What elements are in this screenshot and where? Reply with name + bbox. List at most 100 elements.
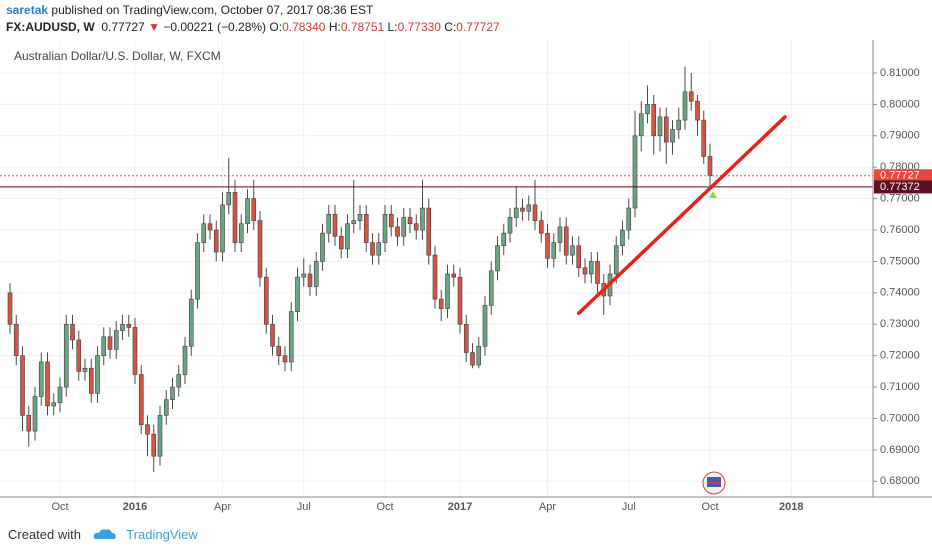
- candle-body: [482, 305, 488, 347]
- candle-body: [632, 135, 638, 209]
- candle-body: [445, 273, 450, 309]
- candle-body: [495, 245, 500, 272]
- candle-body: [163, 399, 169, 416]
- candle-body: [613, 245, 619, 275]
- candle-body: [138, 374, 144, 426]
- logo: [93, 529, 116, 539]
- field-label: O:: [269, 20, 283, 34]
- candle-body: [501, 232, 507, 247]
- candle-body: [620, 229, 625, 247]
- candle-body: [176, 374, 182, 388]
- candle-body: [107, 336, 113, 350]
- candle-body: [476, 345, 482, 366]
- candle-body: [363, 214, 369, 243]
- candle-body: [388, 214, 394, 228]
- candle-body: [682, 91, 688, 121]
- y-tick-label: 0.80000: [880, 98, 920, 110]
- quote-line: FX:AUDUSD, W 0.77727 ▼ −0.00221 (−0.28%)…: [6, 19, 500, 36]
- candle-body: [582, 267, 588, 275]
- x-tick-label: Oct: [51, 501, 68, 513]
- y-tick-label: 0.76000: [880, 224, 920, 236]
- chart-bg: [0, 40, 932, 518]
- chart-title: Australian Dollar/U.S. Dollar, W, FXCM: [14, 49, 221, 63]
- candle-body: [195, 242, 200, 300]
- candle-body: [570, 245, 575, 256]
- candle-body: [120, 323, 125, 331]
- candle-body: [426, 207, 432, 256]
- field-value: 0.78340: [282, 20, 326, 34]
- candle-body: [95, 355, 100, 394]
- y-tick-label: 0.72000: [880, 350, 920, 362]
- x-tick-label: Oct: [701, 501, 718, 513]
- y-tick-label: 0.79000: [880, 130, 920, 142]
- candle-body: [420, 207, 425, 231]
- candle-body: [170, 386, 175, 400]
- candle-body: [451, 273, 457, 278]
- candle-body: [63, 323, 69, 388]
- symbol: FX:AUDUSD, W: [6, 20, 95, 34]
- candle-body: [26, 415, 32, 432]
- published: published on TradingView.com, October 07…: [51, 3, 374, 17]
- candle-body: [188, 298, 194, 347]
- x-tick-label: 2016: [123, 501, 147, 513]
- candle-body: [213, 229, 219, 253]
- candle-body: [557, 226, 563, 243]
- candle-body: [563, 226, 569, 256]
- candle-body: [88, 367, 94, 394]
- candle-body: [401, 217, 407, 237]
- y-tick-label: 0.73000: [880, 318, 920, 330]
- candle-body: [13, 323, 19, 356]
- x-tick-label: Jul: [297, 501, 311, 513]
- candle-body: [432, 254, 438, 300]
- candle-body: [145, 424, 150, 435]
- y-tick-label: 0.69000: [880, 444, 920, 456]
- x-tick-label: 2018: [779, 501, 803, 513]
- candle-body: [463, 323, 469, 353]
- candle-body: [345, 223, 350, 250]
- trend-line: [577, 115, 787, 316]
- candle-body: [207, 223, 213, 231]
- author: saretak: [6, 3, 49, 17]
- candle-body: [20, 355, 25, 416]
- candle-body: [707, 156, 713, 177]
- candle-body: [513, 207, 519, 218]
- candle-body: [270, 323, 275, 347]
- price-label: 0.77372: [880, 181, 920, 193]
- candle-body: [526, 204, 532, 212]
- field-label: L:: [387, 20, 398, 34]
- candle-body: [282, 355, 288, 363]
- signal-marker: [709, 191, 717, 198]
- candle-body: [651, 104, 657, 137]
- candle-body: [626, 207, 632, 231]
- candle-body: [688, 91, 694, 102]
- candle-body: [113, 330, 119, 350]
- price-label: 0.77727: [880, 170, 920, 182]
- candle-body: [576, 245, 582, 269]
- candle-body: [470, 352, 475, 366]
- candle-body: [263, 276, 269, 325]
- y-tick-label: 0.71000: [880, 381, 920, 393]
- candle-body: [313, 261, 319, 287]
- candle-body: [182, 345, 188, 375]
- candle-body: [588, 261, 594, 275]
- legend-bg: [6, 48, 246, 66]
- candle-body: [663, 116, 669, 143]
- candle-body: [657, 116, 663, 137]
- candle-body: [532, 204, 538, 221]
- candle-body: [670, 129, 675, 143]
- candle-body: [32, 396, 38, 432]
- candle-body: [132, 327, 138, 375]
- header: saretak published on TradingView.com, Oc…: [6, 2, 500, 36]
- price-label-bg: [874, 169, 932, 183]
- candle-body: [326, 214, 332, 234]
- candle-body: [351, 220, 357, 225]
- candle-body: [395, 226, 400, 237]
- y-tick-label: 0.81000: [880, 67, 920, 79]
- x-tick-label: Apr: [539, 501, 556, 513]
- candle-body: [507, 217, 513, 234]
- candle-body: [695, 100, 700, 121]
- candle-body: [57, 386, 63, 404]
- created-with: Created with: [8, 527, 81, 542]
- y-tick-label: 0.77000: [880, 193, 920, 205]
